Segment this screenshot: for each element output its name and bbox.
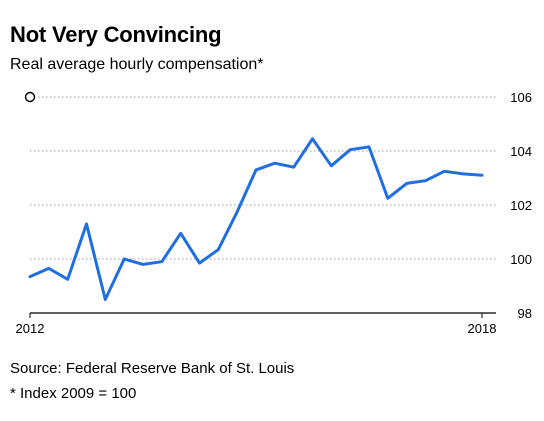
source-note: Source: Federal Reserve Bank of St. Loui… bbox=[10, 360, 295, 377]
data-point bbox=[142, 263, 145, 266]
data-point bbox=[330, 164, 333, 167]
footnote: * Index 2009 = 100 bbox=[10, 385, 137, 402]
data-point bbox=[198, 262, 201, 265]
data-point bbox=[85, 222, 88, 225]
data-point bbox=[255, 168, 258, 171]
y-tick-label: 106 bbox=[510, 90, 532, 105]
data-point bbox=[292, 166, 295, 169]
x-axis-ticks: 2012 2018 bbox=[16, 313, 497, 336]
data-point bbox=[104, 298, 107, 301]
data-point bbox=[386, 197, 389, 200]
y-axis-ticks: 98 100 102 104 106 bbox=[510, 90, 532, 321]
chart-subtitle: Real average hourly compensation* bbox=[10, 56, 264, 73]
data-point bbox=[368, 145, 371, 148]
data-point bbox=[273, 162, 276, 165]
data-point bbox=[424, 179, 427, 182]
data-point bbox=[29, 275, 32, 278]
data-point bbox=[160, 260, 163, 263]
series-line bbox=[28, 137, 484, 301]
data-point bbox=[349, 148, 352, 151]
x-tick-label: 2018 bbox=[468, 321, 497, 336]
data-point bbox=[481, 174, 484, 177]
data-point bbox=[179, 232, 182, 235]
y-tick-label: 102 bbox=[510, 198, 532, 213]
chart-title: Not Very Convincing bbox=[10, 22, 222, 47]
x-tick-label: 2012 bbox=[16, 321, 45, 336]
gridlines bbox=[30, 96, 496, 314]
data-point bbox=[217, 248, 220, 251]
origin-marker-circle bbox=[24, 91, 36, 103]
data-point bbox=[47, 267, 50, 270]
series-layer bbox=[28, 137, 484, 301]
y-tick-label: 98 bbox=[518, 306, 532, 321]
data-point bbox=[405, 182, 408, 185]
data-point bbox=[66, 278, 69, 281]
y-tick-label: 104 bbox=[510, 144, 532, 159]
data-point bbox=[236, 210, 239, 213]
data-point bbox=[462, 172, 465, 175]
y-tick-label: 100 bbox=[510, 252, 532, 267]
data-point bbox=[123, 258, 126, 261]
data-point bbox=[311, 137, 314, 140]
data-point bbox=[443, 170, 446, 173]
